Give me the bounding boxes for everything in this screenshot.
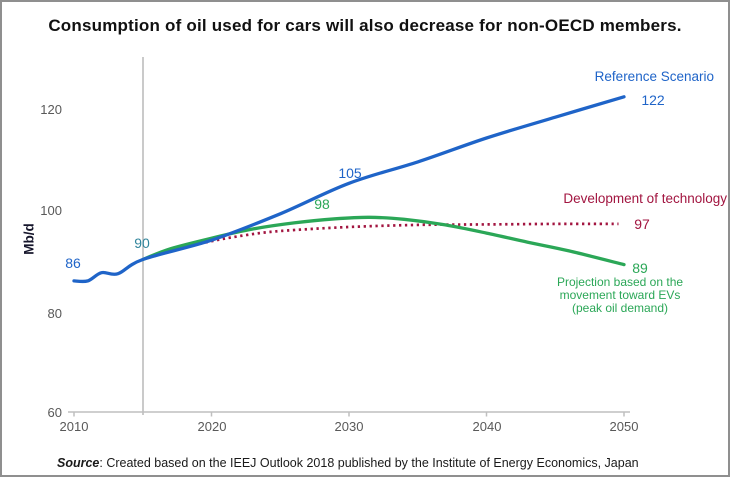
value-label-105: 105 xyxy=(338,165,362,181)
y-tick-120: 120 xyxy=(40,102,62,117)
x-tick-2040: 2040 xyxy=(472,419,502,434)
x-tick-2030: 2030 xyxy=(334,419,364,434)
ev-label-line-1: Projection based on the xyxy=(556,275,684,289)
source-text: : Created based on the IEEJ Outlook 2018… xyxy=(99,456,639,470)
x-tick-2010: 2010 xyxy=(59,419,89,434)
value-label-89: 89 xyxy=(632,260,648,276)
series-label-reference-scenario: Reference Scenario xyxy=(594,69,714,84)
ev-label-line-3: (peak oil demand) xyxy=(571,301,669,315)
chart-title: Consumption of oil used for cars will al… xyxy=(48,16,682,35)
series-lines xyxy=(72,95,626,284)
series-line-reference-scenario xyxy=(72,95,626,284)
source-prefix: Source xyxy=(57,456,100,470)
x-axis-ticks xyxy=(73,412,625,417)
y-tick-60: 60 xyxy=(47,405,62,420)
series-line-projection-based-on-the-movement-toward-evs-peak-oil-demand xyxy=(141,215,626,267)
y-tick-80: 80 xyxy=(47,306,62,321)
value-label-98: 98 xyxy=(314,196,330,212)
source-note: Source: Created based on the IEEJ Outloo… xyxy=(57,456,639,470)
value-label-86: 86 xyxy=(65,255,81,271)
x-tick-2020: 2020 xyxy=(197,419,227,434)
series-line-development-of-technology xyxy=(142,222,619,261)
series-label-development-of-technology: Development of technology xyxy=(563,191,727,206)
y-axis-title: Mb/d xyxy=(21,223,37,255)
value-label-90: 90 xyxy=(134,235,150,251)
ev-label-line-2: movement toward EVs xyxy=(559,288,681,302)
y-tick-100: 100 xyxy=(40,203,62,218)
value-label-122: 122 xyxy=(641,92,665,108)
series-label-ev-projection: Projection based on the movement toward … xyxy=(551,276,689,315)
value-label-97: 97 xyxy=(634,216,650,232)
x-tick-2050: 2050 xyxy=(609,419,639,434)
